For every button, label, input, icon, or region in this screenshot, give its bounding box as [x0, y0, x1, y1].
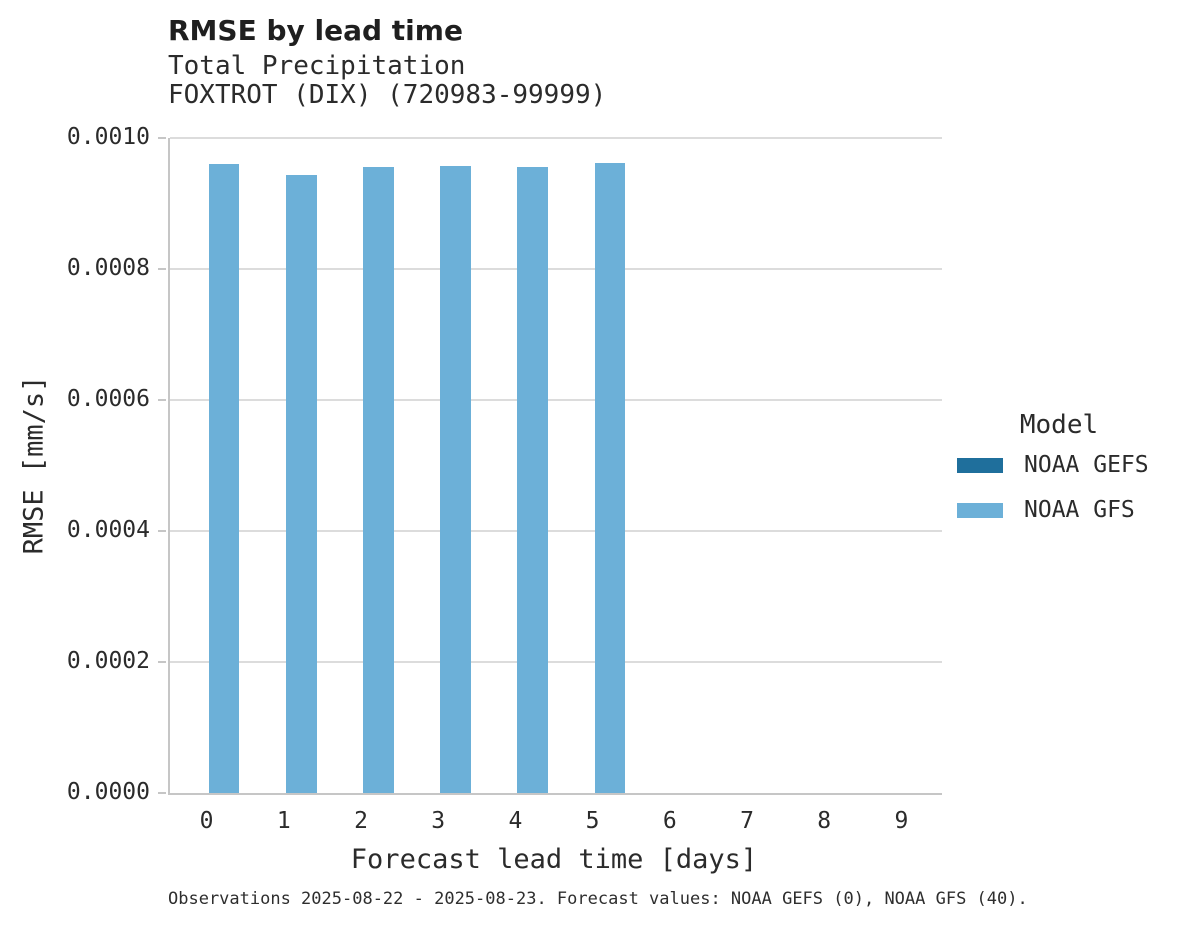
y-tick-label: 0.0004	[66, 517, 150, 543]
x-tick-label: 4	[508, 808, 523, 834]
legend-swatch	[957, 502, 1003, 518]
bar-noaa-gfs-lead-4	[517, 166, 549, 793]
y-tick-mark	[158, 399, 166, 401]
legend-swatch	[957, 457, 1003, 473]
legend-item: NOAA GEFS	[950, 452, 1168, 478]
x-tick-label: 1	[276, 808, 291, 834]
x-tick-label: 5	[585, 808, 600, 834]
y-tick-mark	[158, 661, 166, 663]
x-tick-label: 7	[740, 808, 754, 834]
legend-label: NOAA GFS	[1024, 497, 1135, 523]
gridline	[170, 661, 942, 663]
x-tick-label: 6	[662, 808, 677, 834]
bar-noaa-gfs-lead-2	[363, 166, 394, 793]
legend-title: Model	[1019, 410, 1099, 440]
x-tick-label: 0	[199, 808, 214, 834]
bar-noaa-gfs-lead-0	[208, 164, 240, 793]
gridline	[170, 399, 942, 401]
x-tick-label: 3	[431, 808, 446, 834]
legend-items: NOAA GEFS NOAA GFS	[950, 452, 1168, 523]
y-tick-mark	[158, 792, 166, 794]
gridline	[170, 530, 942, 532]
y-tick-label: 0.0008	[66, 255, 150, 281]
y-tick-label: 0.0002	[66, 648, 150, 674]
plot-area	[168, 137, 942, 795]
y-tick-label: 0.0000	[66, 779, 150, 805]
chart-title: RMSE by lead time	[168, 14, 463, 47]
x-tick-label: 8	[817, 808, 832, 834]
legend-label: NOAA GEFS	[1024, 452, 1149, 478]
legend-item: NOAA GFS	[950, 497, 1168, 523]
caption: Observations 2025-08-22 - 2025-08-23. Fo…	[168, 889, 1028, 909]
x-axis-label: Forecast lead time [days]	[350, 844, 758, 875]
y-tick-label: 0.0006	[66, 386, 150, 412]
bar-noaa-gfs-lead-3	[440, 166, 472, 793]
gridline	[170, 268, 942, 270]
y-tick-mark	[158, 137, 166, 139]
gridline	[170, 137, 942, 139]
x-tick-label: 2	[354, 808, 368, 834]
bar-noaa-gfs-lead-5	[594, 162, 626, 793]
chart-subtitle-variable: Total Precipitation	[168, 51, 466, 81]
x-tick-label: 9	[894, 808, 909, 834]
bar-noaa-gfs-lead-1	[285, 174, 317, 793]
y-tick-label: 0.0010	[66, 124, 150, 150]
y-tick-mark	[158, 530, 166, 532]
chart-subtitle-station: FOXTROT (DIX) (720983-99999)	[168, 80, 607, 110]
y-tick-mark	[158, 268, 166, 270]
legend: Model NOAA GEFS NOAA GFS	[950, 410, 1168, 542]
